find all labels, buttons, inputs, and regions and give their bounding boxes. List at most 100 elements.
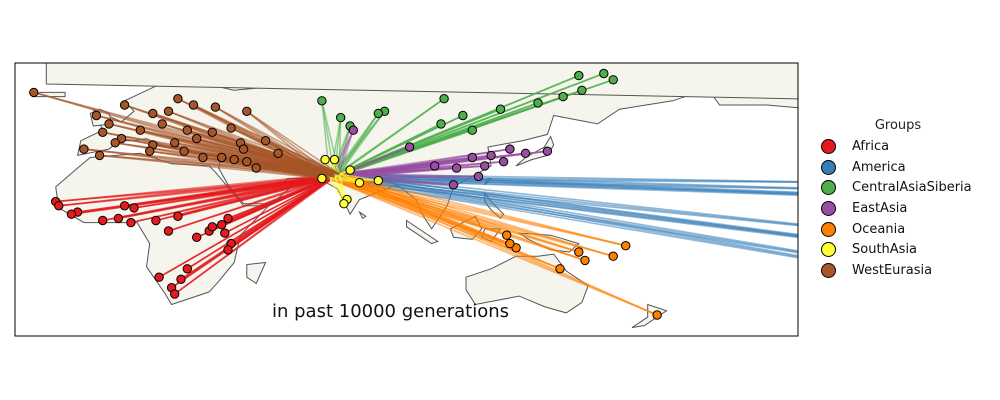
sample-point-centralasiasiberia <box>533 98 543 108</box>
legend-label-africa: Africa <box>852 138 890 154</box>
sample-point-eastasia <box>542 146 553 156</box>
migration-line-africa <box>58 173 340 207</box>
sample-point-oceania <box>621 241 631 251</box>
sample-point-eastasia <box>348 125 358 135</box>
migration-line-america <box>329 178 798 259</box>
land-nz <box>631 303 668 329</box>
sample-point-oceania <box>502 230 512 240</box>
sample-point-america <box>994 258 1000 266</box>
sample-point-africa <box>54 201 64 211</box>
map-frame <box>14 62 799 337</box>
migration-line-america <box>339 173 798 252</box>
land-srilanka <box>358 210 367 220</box>
sample-point-eastasia <box>448 180 459 190</box>
sample-point-eastasia <box>430 161 440 171</box>
migration-line-oceania <box>338 173 507 236</box>
sample-point-westeurasia <box>104 119 114 129</box>
sample-point-oceania <box>652 310 662 320</box>
sample-point-centralasiasiberia <box>599 68 609 79</box>
sample-point-eastasia <box>498 157 509 167</box>
sample-point-westeurasia <box>207 127 218 138</box>
sample-point-westeurasia <box>29 87 39 98</box>
sample-point-westeurasia <box>210 102 221 112</box>
migration-line-eastasia <box>339 148 511 175</box>
sample-point-westeurasia <box>217 152 227 163</box>
sample-point-africa <box>119 201 130 211</box>
sample-point-africa <box>163 226 174 236</box>
sample-point-westeurasia <box>251 163 261 173</box>
sample-point-westeurasia <box>229 154 239 165</box>
sample-point-westeurasia <box>119 100 130 110</box>
sample-point-westeurasia <box>94 150 105 161</box>
sample-point-africa <box>129 203 139 213</box>
legend: Groups Africa America CentralAsiaSiberia… <box>818 118 993 281</box>
migration-line-america <box>334 175 798 190</box>
legend-marker-centralasiasiberia <box>821 180 836 196</box>
migration-line-centralasiasiberia <box>338 98 445 175</box>
sample-point-africa <box>154 272 164 282</box>
legend-item-southasia: SouthAsia <box>818 239 993 260</box>
sample-point-centralasiasiberia <box>458 110 468 121</box>
sample-point-westeurasia <box>110 138 120 148</box>
sample-point-centralasiasiberia <box>436 119 446 129</box>
sample-point-oceania <box>574 247 584 257</box>
sample-point-eastasia <box>520 148 531 159</box>
migration-line-eastasia <box>339 150 548 175</box>
sample-point-africa <box>223 213 233 224</box>
sample-point-southasia <box>339 199 349 209</box>
migration-line-africa <box>174 173 340 295</box>
sample-point-westeurasia <box>198 152 208 163</box>
migration-line-africa <box>168 173 340 232</box>
sample-point-westeurasia <box>260 136 271 146</box>
sample-point-africa <box>217 220 227 230</box>
migration-line-oceania <box>339 173 626 247</box>
migration-line-westeurasia <box>265 139 340 175</box>
legend-label-westeurasia: WestEurasia <box>852 262 933 278</box>
sample-point-westeurasia <box>157 119 167 129</box>
migration-line-america <box>334 175 798 258</box>
sample-point-africa <box>207 222 218 232</box>
sample-point-eastasia <box>480 161 490 171</box>
land-sumatra <box>406 219 439 245</box>
legend-marker-africa <box>821 138 836 154</box>
sample-point-southasia <box>373 175 383 186</box>
migration-line-centralasiasiberia <box>338 123 442 175</box>
sample-point-centralasiasiberia <box>439 94 449 104</box>
legend-item-america: America <box>818 157 993 178</box>
sample-point-eastasia <box>451 163 462 173</box>
legend-label-eastasia: EastAsia <box>852 200 908 216</box>
sample-point-westeurasia <box>79 144 89 154</box>
sample-point-africa <box>182 264 193 274</box>
sample-point-westeurasia <box>188 100 199 110</box>
migration-line-america <box>339 173 798 195</box>
sample-point-oceania <box>580 255 590 266</box>
migration-line-america <box>334 175 798 196</box>
sample-point-centralasiasiberia <box>495 104 506 114</box>
migration-line-southasia <box>329 178 345 205</box>
sample-point-westeurasia <box>226 123 236 133</box>
map-caption: in past 10000 generations <box>272 301 509 322</box>
legend-marker-oceania <box>821 221 836 237</box>
sample-point-westeurasia <box>163 106 174 117</box>
sample-point-southasia <box>345 165 355 175</box>
sample-point-africa <box>220 228 230 238</box>
migration-line-america <box>339 173 798 237</box>
migration-line-eastasia <box>338 129 355 175</box>
migration-line-oceania <box>338 173 614 257</box>
migration-line-america <box>339 173 798 225</box>
sample-point-centralasiasiberia <box>608 75 618 85</box>
sample-point-southasia <box>317 173 327 184</box>
legend-marker-westeurasia <box>821 262 836 278</box>
sample-point-southasia <box>354 178 365 188</box>
legend-item-africa: Africa <box>818 136 993 157</box>
legend-item-eastasia: EastAsia <box>818 198 993 219</box>
sample-point-eastasia <box>505 144 515 154</box>
migration-line-southasia <box>339 173 379 182</box>
sample-point-africa <box>98 215 108 226</box>
sample-point-westeurasia <box>192 133 202 144</box>
migration-line-oceania <box>338 173 658 316</box>
sample-point-oceania <box>555 264 565 274</box>
migration-line-africa <box>158 173 340 278</box>
sample-point-eastasia <box>404 142 415 152</box>
